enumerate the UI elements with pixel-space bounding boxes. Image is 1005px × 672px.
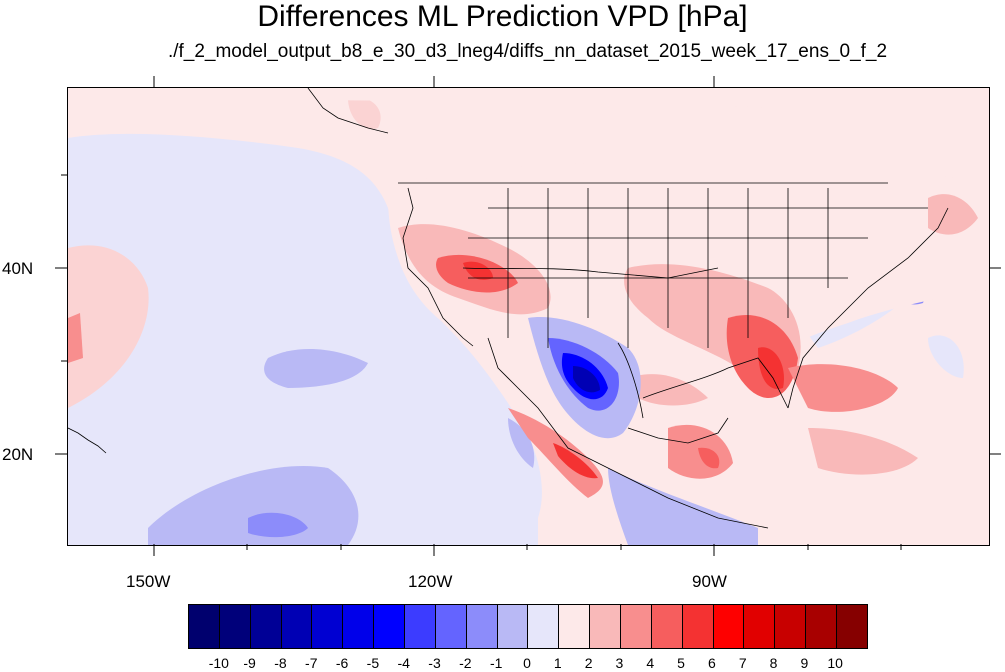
colorbar-cell [590, 605, 622, 648]
lat-label-20n: 20N [2, 445, 34, 464]
colorbar-tick-label: 7 [738, 655, 747, 671]
colorbar-cell [435, 605, 467, 648]
colorbar-cell [219, 605, 251, 648]
colorbar-tick-label: 3 [615, 655, 624, 671]
colorbar-tick-label: -7 [305, 655, 318, 671]
colorbar-cell [682, 605, 714, 648]
colorbar-tick-label: 10 [827, 655, 843, 671]
colorbar-cell [713, 605, 745, 648]
colorbar-tick-label: -8 [274, 655, 287, 671]
colorbar-tick-label: 0 [523, 655, 531, 671]
lon-label-150w: 150W [126, 572, 171, 591]
colorbar-cell [189, 605, 220, 648]
colorbar-cell [651, 605, 683, 648]
colorbar-cell [806, 605, 838, 648]
map-panel [67, 87, 990, 546]
colorbar-cell [405, 605, 436, 648]
colorbar-tick-label: -5 [366, 655, 380, 671]
colorbar-cell [497, 605, 529, 648]
lon-label-90w: 90W [692, 572, 727, 591]
colorbar-cell [312, 605, 344, 648]
colorbar-tick-label: -10 [208, 655, 229, 671]
colorbar-cell [281, 605, 313, 648]
lon-label-120w: 120W [408, 572, 453, 591]
colorbar-tick-label: 2 [584, 655, 593, 671]
colorbar-tick-label: -3 [428, 655, 441, 671]
lat-label-40n: 40N [2, 259, 34, 278]
colorbar-tick-label: 4 [646, 655, 655, 671]
colorbar-cell [621, 605, 652, 648]
colorbar-cell [837, 605, 867, 648]
colorbar-tick-label: -6 [335, 655, 349, 671]
colorbar-tick-label: -1 [489, 655, 503, 671]
colorbar-tick-label: 5 [677, 655, 685, 671]
colorbar-tick-label: 8 [769, 655, 778, 671]
colorbar-tick-label: 1 [553, 655, 562, 671]
colorbar-tick-label: 9 [800, 655, 809, 671]
colorbar-tick-label: -4 [397, 655, 410, 671]
colorbar [188, 604, 868, 649]
map-subtitle: ./f_2_model_output_b8_e_30_d3_lneg4/diff… [167, 41, 888, 62]
colorbar-cell [374, 605, 406, 648]
vpd-difference-field [68, 88, 989, 545]
colorbar-tick-label: 6 [708, 655, 716, 671]
map-title: Differences ML Prediction VPD [hPa] [257, 0, 748, 33]
colorbar-cell [343, 605, 375, 648]
colorbar-cell [250, 605, 282, 648]
colorbar-tick-label: -2 [459, 655, 472, 671]
colorbar-cell [528, 605, 560, 648]
colorbar-cell [744, 605, 776, 648]
colorbar-cell [775, 605, 807, 648]
colorbar-cell [559, 605, 591, 648]
colorbar-cell [466, 605, 498, 648]
colorbar-tick-label: -9 [243, 655, 256, 671]
